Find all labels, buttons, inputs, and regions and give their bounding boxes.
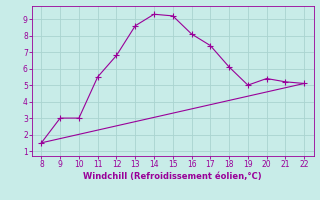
X-axis label: Windchill (Refroidissement éolien,°C): Windchill (Refroidissement éolien,°C) — [84, 172, 262, 181]
